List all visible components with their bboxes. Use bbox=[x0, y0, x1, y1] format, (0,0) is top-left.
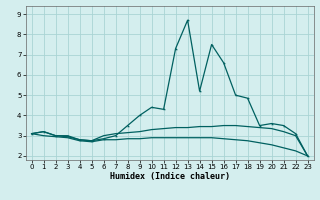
X-axis label: Humidex (Indice chaleur): Humidex (Indice chaleur) bbox=[109, 172, 230, 181]
